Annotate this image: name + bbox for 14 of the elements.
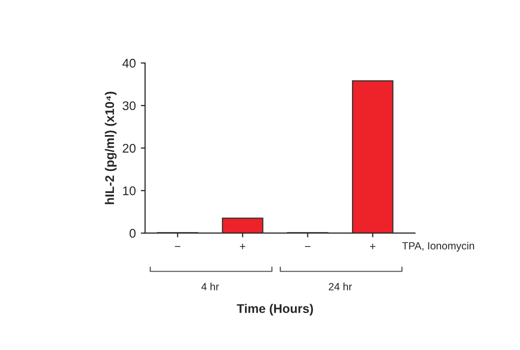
y-tick-label: 30 xyxy=(122,101,136,110)
x-tick-label: − xyxy=(174,246,180,247)
x-tick-label: + xyxy=(370,244,376,250)
text: 4 hr xyxy=(201,282,219,290)
y-tick-label: 10 xyxy=(123,186,136,196)
text: 24 hr xyxy=(328,282,352,290)
y-tick-label: 20 xyxy=(122,144,136,153)
y-tick-label: 40 xyxy=(122,58,136,68)
text: Time (Hours) xyxy=(236,304,313,316)
y-tick-label: 0 xyxy=(130,228,136,238)
text: TPA, Ionomycin xyxy=(402,242,474,252)
x-tick-label: − xyxy=(304,246,310,247)
y-axis-title: hIL-2 (pg/ml) (x10⁴) xyxy=(104,92,117,204)
x-tick-label: + xyxy=(240,244,246,250)
